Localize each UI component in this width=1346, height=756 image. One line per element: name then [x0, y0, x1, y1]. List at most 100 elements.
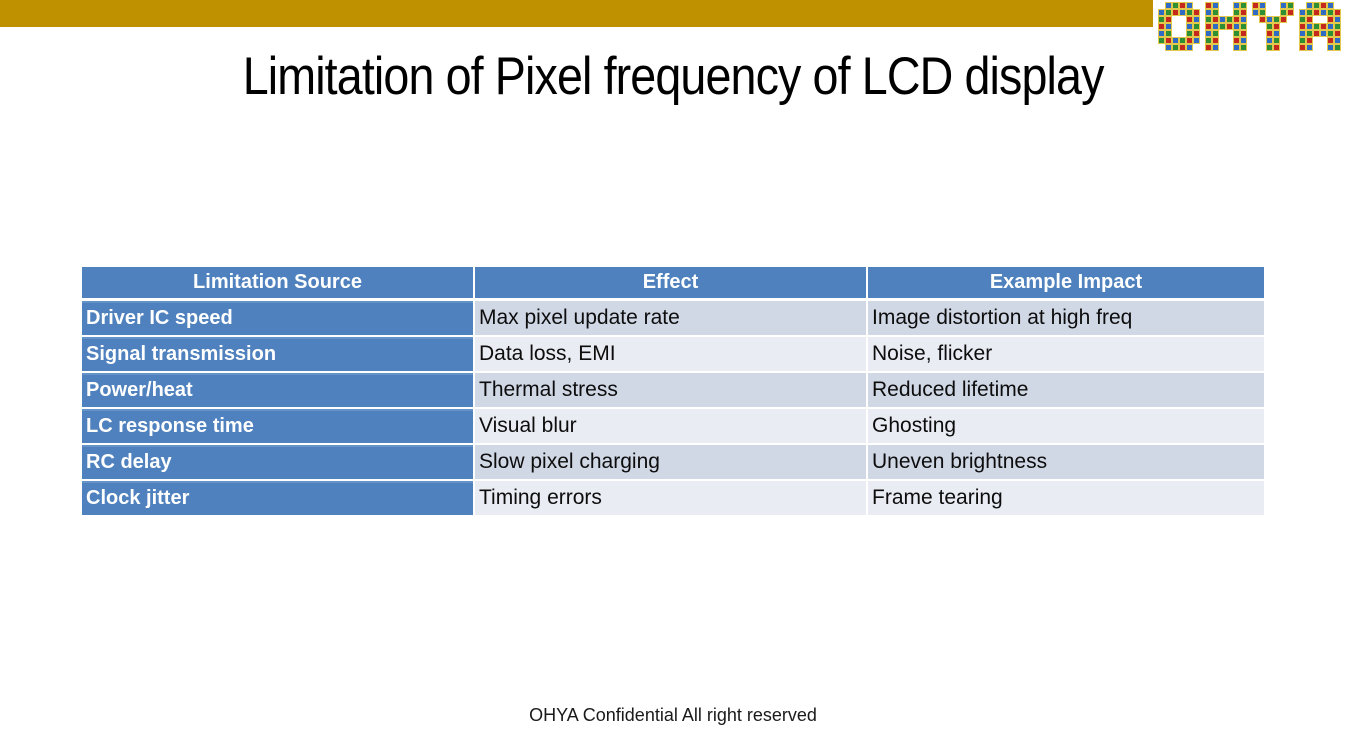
cell-effect: Thermal stress	[475, 373, 868, 409]
logo-tile	[1299, 9, 1306, 16]
cell-source: Clock jitter	[82, 481, 475, 517]
logo-tile	[1205, 2, 1212, 9]
logo-tile	[1205, 30, 1212, 37]
logo-tile	[1280, 37, 1287, 44]
logo-tile	[1233, 2, 1240, 9]
logo-tile	[1212, 30, 1219, 37]
logo-tile	[1266, 2, 1273, 9]
logo-tile	[1306, 2, 1313, 9]
logo-tile	[1327, 37, 1334, 44]
logo-tile	[1259, 30, 1266, 37]
cell-effect: Data loss, EMI	[475, 337, 868, 373]
logo-tile	[1165, 2, 1172, 9]
logo-tile	[1179, 37, 1186, 44]
cell-impact: Uneven brightness	[868, 445, 1264, 481]
logo-tile	[1273, 37, 1280, 44]
logo-tile	[1226, 23, 1233, 30]
logo-tile	[1165, 37, 1172, 44]
logo-tile	[1219, 9, 1226, 16]
logo-tile	[1287, 37, 1294, 44]
logo-tile	[1306, 37, 1313, 44]
cell-impact: Image distortion at high freq	[868, 301, 1264, 337]
logo-tile	[1186, 2, 1193, 9]
logo-tile	[1233, 37, 1240, 44]
top-accent-bar	[0, 0, 1153, 27]
cell-source: RC delay	[82, 445, 475, 481]
logo-tile	[1172, 2, 1179, 9]
logo-tile	[1179, 16, 1186, 23]
logo-tile	[1320, 16, 1327, 23]
logo-tile	[1158, 23, 1165, 30]
cell-source: Driver IC speed	[82, 301, 475, 337]
header-cell-effect: Effect	[475, 267, 868, 301]
logo-tile	[1172, 23, 1179, 30]
footer-text: OHYA Confidential All right reserved	[529, 705, 817, 725]
logo-tile	[1205, 9, 1212, 16]
logo-tile	[1313, 30, 1320, 37]
cell-effect: Timing errors	[475, 481, 868, 517]
logo-tile	[1252, 37, 1259, 44]
cell-impact: Reduced lifetime	[868, 373, 1264, 409]
logo-tile	[1240, 9, 1247, 16]
logo-tile	[1186, 9, 1193, 16]
cell-impact: Ghosting	[868, 409, 1264, 445]
logo-tile	[1327, 9, 1334, 16]
table-row: LC response time Visual blur Ghosting	[82, 409, 1264, 445]
logo-tile	[1266, 23, 1273, 30]
logo-tile	[1240, 23, 1247, 30]
logo-tile	[1287, 23, 1294, 30]
logo-tile	[1313, 23, 1320, 30]
logo-tile	[1306, 23, 1313, 30]
logo-tile	[1259, 16, 1266, 23]
logo-tile	[1158, 16, 1165, 23]
cell-impact: Frame tearing	[868, 481, 1264, 517]
cell-source: Power/heat	[82, 373, 475, 409]
logo-tile	[1219, 2, 1226, 9]
logo-tile	[1259, 23, 1266, 30]
logo-tile	[1193, 37, 1200, 44]
logo-tile	[1193, 9, 1200, 16]
logo-tile	[1240, 16, 1247, 23]
logo-tile	[1226, 9, 1233, 16]
logo-tile	[1334, 9, 1341, 16]
logo-tile	[1158, 2, 1165, 9]
logo-tile	[1327, 23, 1334, 30]
ohya-logo	[1158, 2, 1341, 51]
logo-tile	[1212, 37, 1219, 44]
logo-tile	[1273, 9, 1280, 16]
logo-tile	[1233, 16, 1240, 23]
logo-tile	[1193, 23, 1200, 30]
logo-tile	[1233, 9, 1240, 16]
logo-tile	[1179, 2, 1186, 9]
logo-tile	[1266, 37, 1273, 44]
cell-source: Signal transmission	[82, 337, 475, 373]
logo-tile	[1172, 44, 1179, 51]
logo-tile	[1313, 2, 1320, 9]
logo-tile	[1266, 16, 1273, 23]
logo-tile	[1280, 30, 1287, 37]
logo-tile	[1219, 30, 1226, 37]
logo-tile	[1186, 16, 1193, 23]
page-title-text: Limitation of Pixel frequency of LCD dis…	[242, 47, 1105, 106]
logo-tile	[1287, 9, 1294, 16]
logo-tile	[1299, 2, 1306, 9]
logo-tile	[1320, 2, 1327, 9]
logo-tile	[1179, 44, 1186, 51]
logo-tile	[1193, 16, 1200, 23]
logo-tile	[1299, 16, 1306, 23]
logo-tile	[1334, 44, 1341, 51]
logo-tile	[1299, 37, 1306, 44]
logo-tile	[1252, 16, 1259, 23]
logo-tile	[1193, 2, 1200, 9]
logo-tile	[1327, 30, 1334, 37]
logo-tile	[1212, 16, 1219, 23]
logo-tile	[1186, 30, 1193, 37]
logo-tile	[1165, 44, 1172, 51]
logo-tile	[1240, 44, 1247, 51]
logo-tile	[1212, 2, 1219, 9]
logo-tile	[1240, 30, 1247, 37]
logo-tile	[1273, 23, 1280, 30]
logo-tile	[1165, 30, 1172, 37]
logo-tile	[1240, 2, 1247, 9]
